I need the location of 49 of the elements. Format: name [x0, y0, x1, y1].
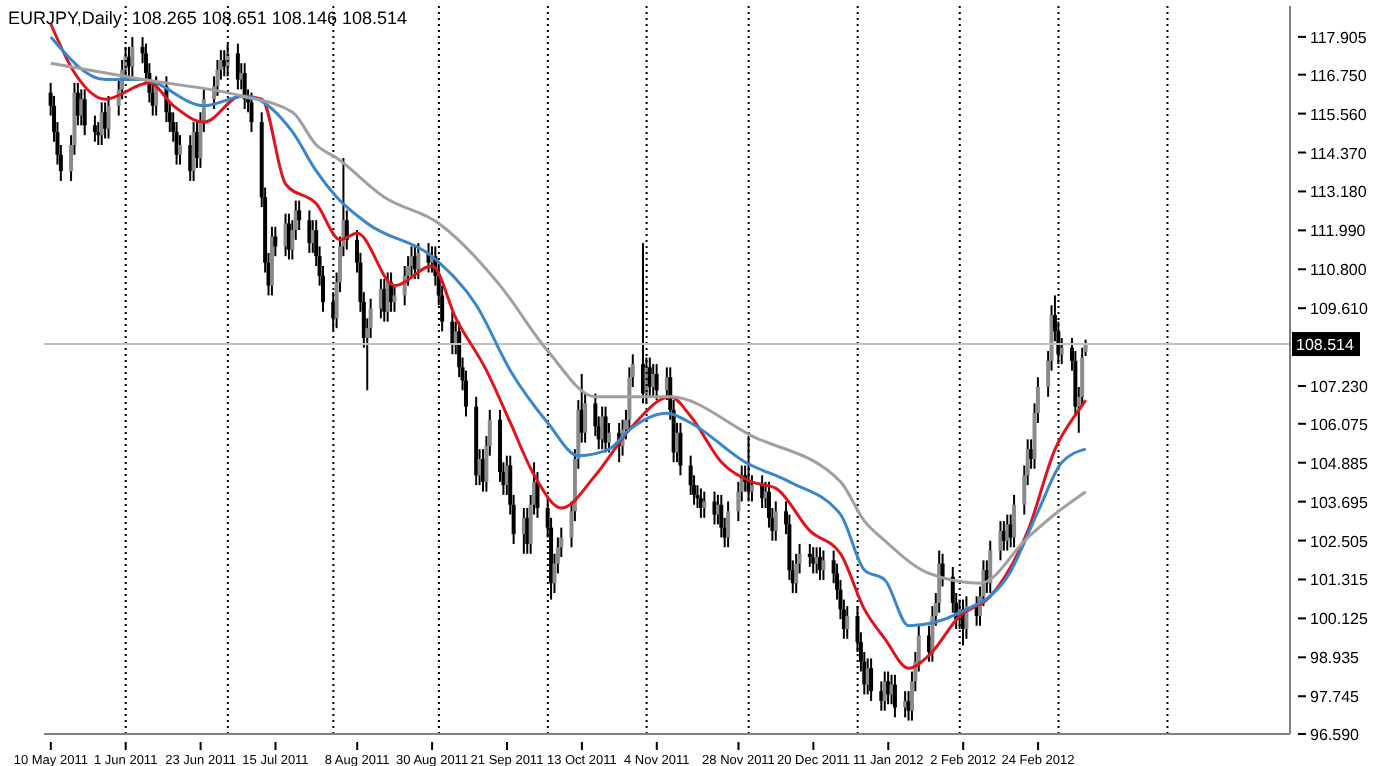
y-tick-label: 98.935	[1310, 649, 1361, 668]
candlestick	[702, 490, 707, 519]
candlestick	[726, 500, 731, 549]
y-tick-label: 100.125	[1310, 610, 1369, 629]
y-tick-label: 107.230	[1310, 378, 1369, 397]
candlestick	[235, 42, 240, 91]
chart-title: EURJPY,Daily 108.265 108.651 108.146 108.514	[8, 8, 407, 28]
y-tick-label: 115.560	[1310, 105, 1368, 124]
candlestick	[845, 605, 850, 640]
candlestick	[879, 680, 884, 712]
candlestick	[811, 546, 816, 575]
candlestick	[1012, 493, 1017, 549]
candlestick	[416, 242, 421, 281]
y-tick-label: 109.610	[1310, 300, 1369, 319]
candlestick	[712, 490, 717, 526]
candlestick	[154, 75, 159, 117]
candlestick	[807, 542, 812, 568]
candlestick	[821, 549, 826, 581]
y-tick-label: 111.990	[1310, 222, 1367, 241]
y-tick-label: 114.370	[1310, 144, 1368, 163]
candlestick	[1005, 513, 1010, 552]
candlestick	[719, 493, 724, 539]
y-tick-label: 113.180	[1310, 183, 1368, 202]
candlestick	[654, 363, 659, 402]
candlestick	[103, 101, 108, 140]
y-tick-label: 101.315	[1310, 571, 1369, 590]
y-tick-label: 104.885	[1310, 454, 1369, 473]
candlestick	[82, 88, 87, 137]
candlestick	[773, 500, 778, 542]
candlestick	[998, 520, 1003, 562]
candlestick	[297, 199, 302, 232]
candlestick	[603, 405, 608, 454]
y-tick-label: 96.590	[1310, 726, 1361, 744]
y-tick-label: 116.750	[1310, 66, 1368, 85]
candlestick	[106, 94, 111, 140]
candlestick	[600, 405, 605, 451]
candlestick	[382, 278, 387, 323]
ref-line-label: 108.514	[1296, 336, 1355, 355]
y-tick-label: 103.695	[1310, 493, 1369, 512]
y-tick-label: 102.505	[1310, 532, 1369, 551]
candlestick	[92, 114, 97, 143]
y-tick-label: 106.075	[1310, 415, 1369, 434]
candlestick	[886, 670, 891, 706]
y-tick-label: 117.905	[1310, 28, 1368, 47]
candlestick	[869, 657, 874, 702]
candlestick	[760, 474, 765, 510]
y-tick-label: 110.800	[1310, 261, 1368, 280]
y-tick-label: 97.745	[1310, 688, 1361, 707]
candlestick	[307, 209, 312, 254]
